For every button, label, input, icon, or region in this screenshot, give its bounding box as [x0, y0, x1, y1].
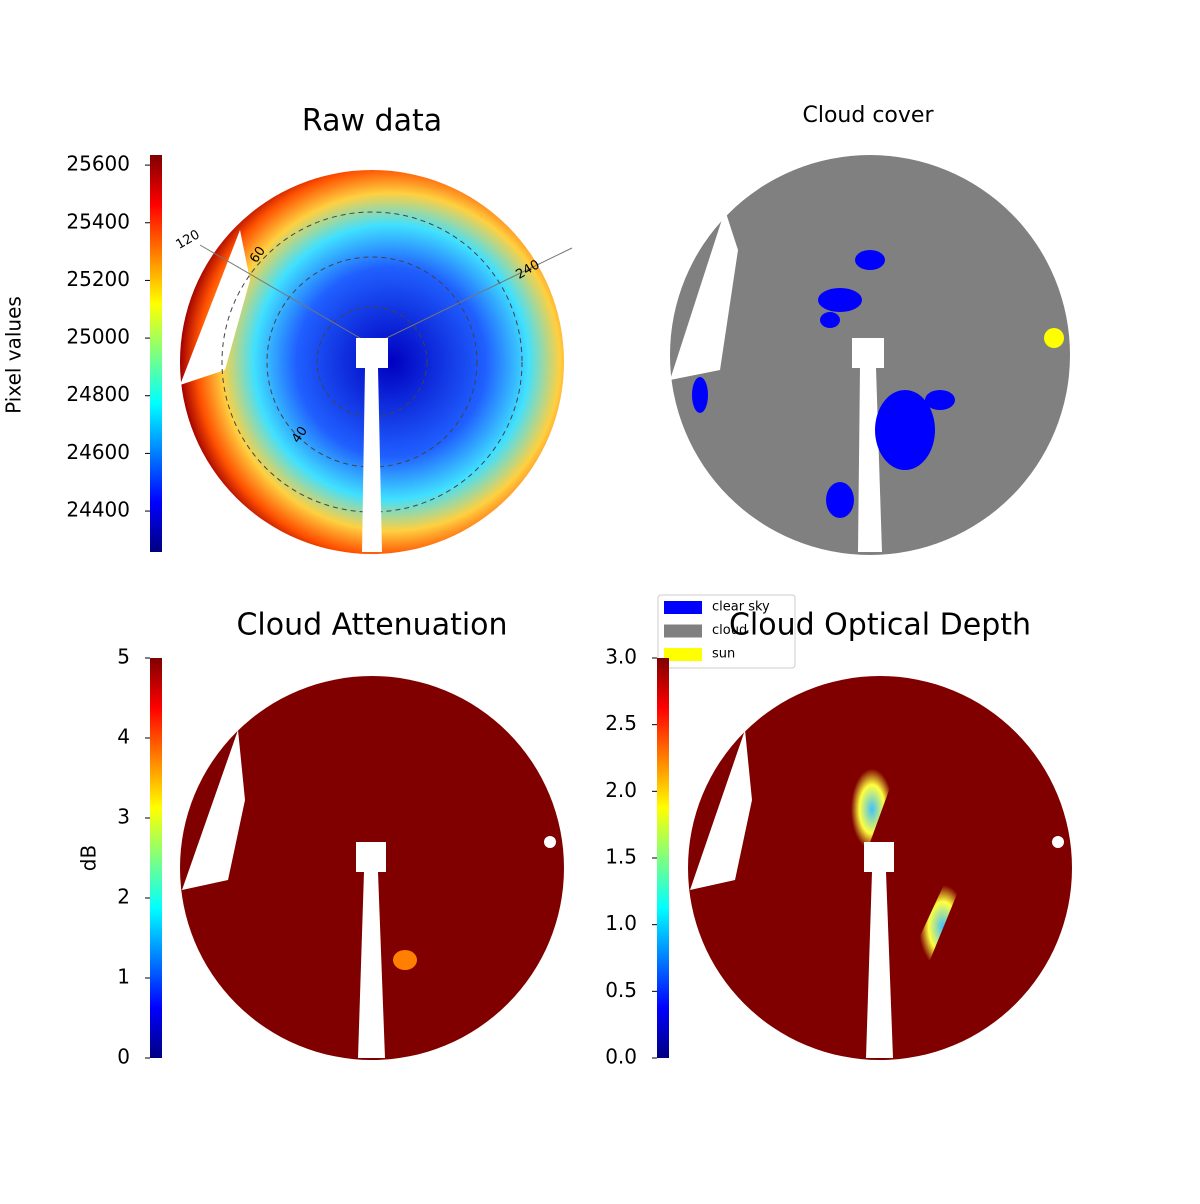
- legend-label: clear sky: [712, 600, 770, 615]
- colorbar-tick-label: 0.0: [605, 1045, 637, 1069]
- legend-swatch: [664, 601, 702, 614]
- colorbar-tick-label: 24600: [66, 440, 130, 464]
- colorbar-tick-label: 1.0: [605, 911, 637, 935]
- colorbar-tick-label: 3: [117, 805, 130, 829]
- colorbar-tick-label: 25600: [66, 152, 130, 176]
- colorbar-tick-label: 25000: [66, 325, 130, 349]
- cloud-mask-image: [670, 155, 1070, 555]
- clear-sky-region: [820, 312, 840, 328]
- legend-label: cloud: [712, 623, 747, 638]
- colorbar: [150, 155, 162, 552]
- colorbar-tick-label: 2.0: [605, 778, 637, 802]
- clear-sky-region: [875, 390, 935, 470]
- legend-swatch: [664, 624, 702, 638]
- colorbar-label: Pixel values: [2, 296, 26, 414]
- colorbar-tick-label: 0: [117, 1045, 130, 1069]
- panel-title: Cloud Optical Depth: [729, 608, 1031, 643]
- polar-angle-label: 120: [173, 227, 202, 252]
- colorbar-tick-label: 2.5: [605, 711, 637, 735]
- clear-sky-region: [818, 288, 862, 312]
- colorbar-label: dB: [77, 845, 101, 871]
- colorbar-tick-label: 25400: [66, 209, 130, 233]
- colorbar: [150, 658, 162, 1058]
- colorbar-tick-label: 3.0: [605, 645, 637, 669]
- colorbar-tick-label: 1: [117, 965, 130, 989]
- colorbar-tick-label: 4: [117, 725, 130, 749]
- attenuation-image: [180, 676, 564, 1060]
- colorbar-tick-label: 24400: [66, 498, 130, 522]
- sun-marker: [1044, 328, 1064, 348]
- colorbar-tick-label: 24800: [66, 382, 130, 406]
- panel-title: Raw data: [302, 104, 442, 139]
- clear-sky-region: [925, 390, 955, 410]
- colorbar-tick-label: 0.5: [605, 978, 637, 1002]
- clear-sky-region: [855, 250, 885, 270]
- colorbar: [657, 658, 669, 1058]
- clear-sky-region: [826, 482, 854, 518]
- colorbar-tick-label: 2: [117, 885, 130, 909]
- panel-title: Cloud Attenuation: [236, 608, 507, 643]
- sky-image: [180, 170, 573, 554]
- legend-swatch: [664, 648, 702, 661]
- colorbar-tick-label: 1.5: [605, 845, 637, 869]
- colorbar-tick-label: 5: [117, 645, 130, 669]
- clear-sky-region: [692, 377, 708, 413]
- optical-depth-image: [688, 676, 1072, 1060]
- panel-title: Cloud cover: [803, 103, 935, 128]
- legend-label: sun: [712, 647, 735, 662]
- colorbar-tick-label: 25200: [66, 267, 130, 291]
